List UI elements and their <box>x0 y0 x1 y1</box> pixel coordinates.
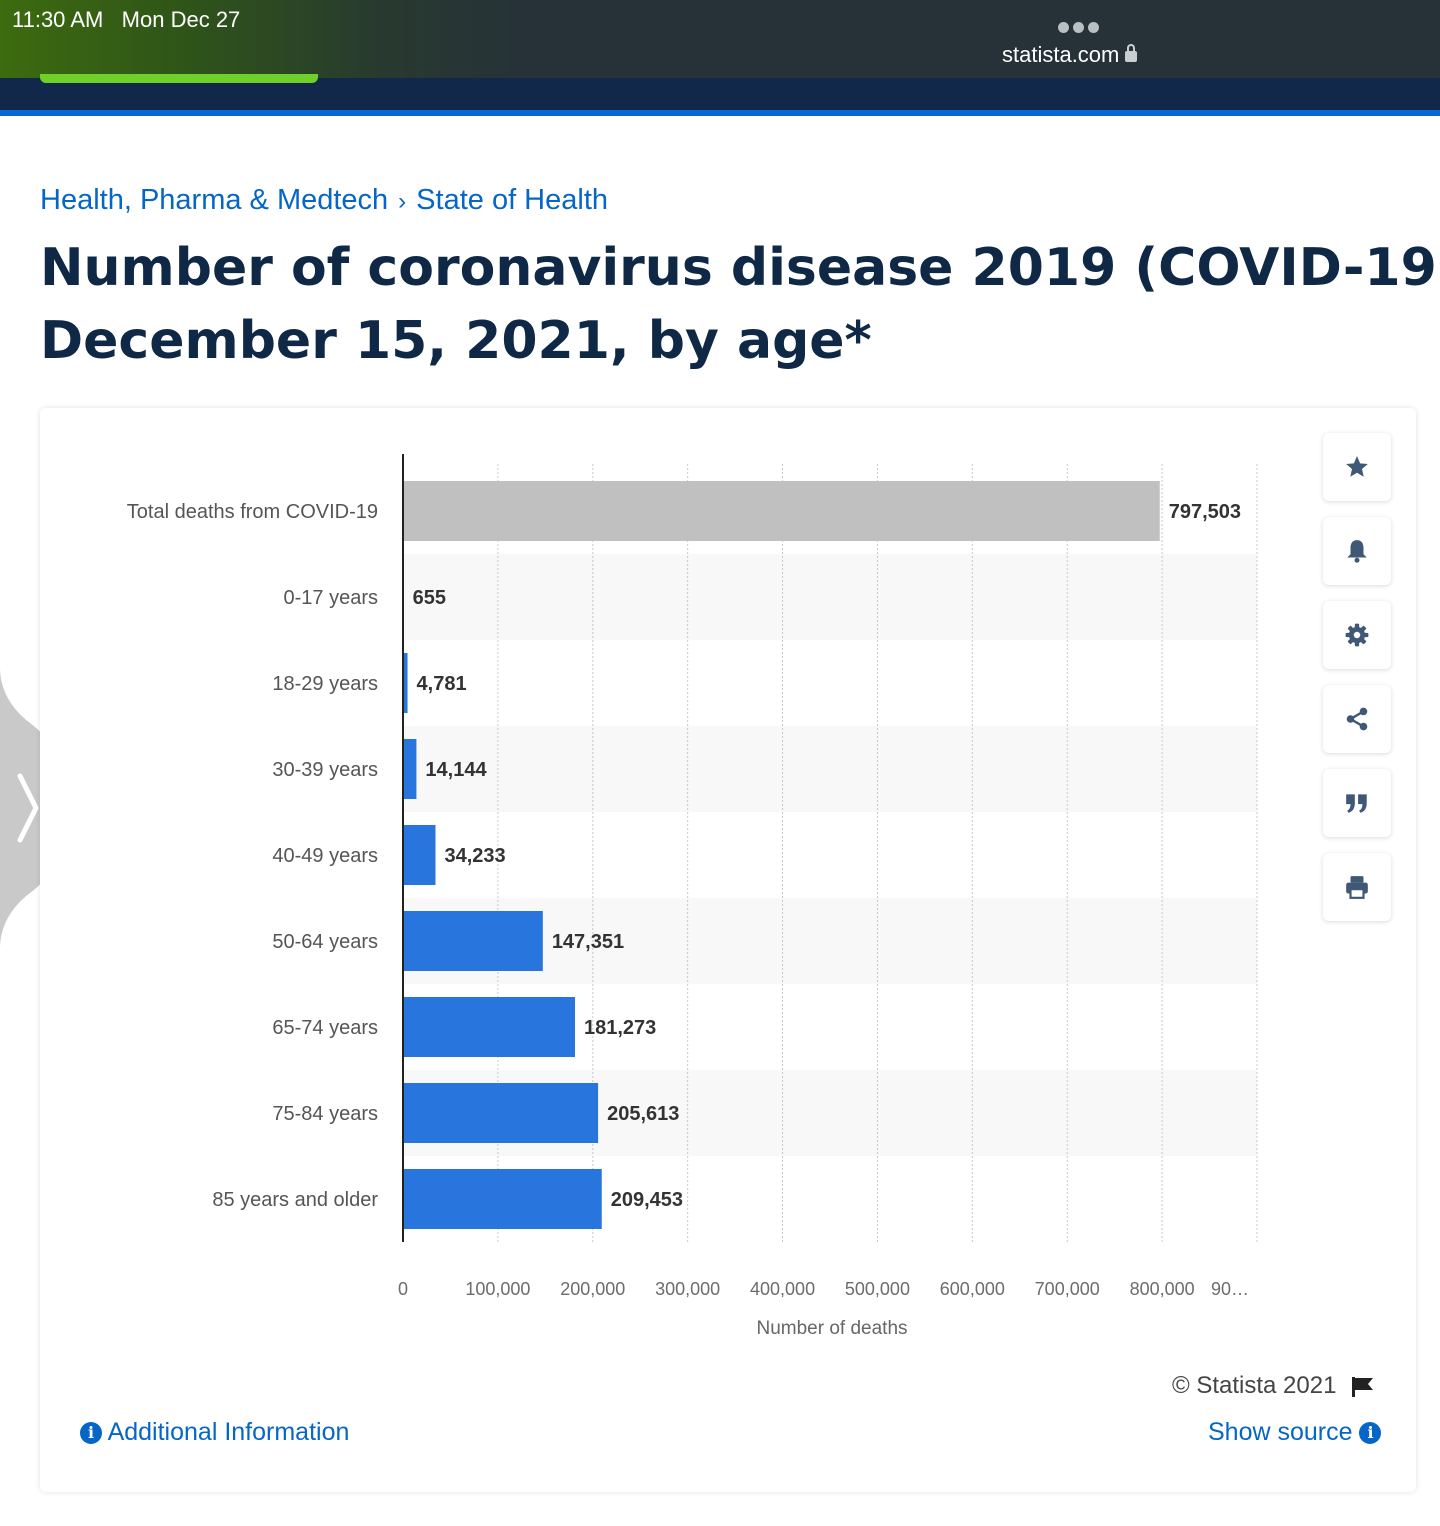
nav-divider <box>0 110 1440 116</box>
x-tick-label: 700,000 <box>1035 1279 1100 1299</box>
address-bar[interactable]: statista.com <box>1002 42 1138 68</box>
settings-button[interactable] <box>1323 601 1391 669</box>
page-title: Number of coronavirus disease 2019 (COVI… <box>40 232 1440 378</box>
bar[interactable] <box>403 997 576 1057</box>
bell-icon <box>1347 540 1367 563</box>
info-icon: i <box>80 1422 102 1444</box>
x-tick-label: 200,000 <box>560 1279 625 1299</box>
value-label: 147,351 <box>552 931 624 953</box>
row-band <box>403 898 1257 984</box>
quote-icon <box>1346 794 1367 813</box>
row-band <box>403 726 1257 812</box>
status-time: 11:30 AM Mon Dec 27 <box>12 7 241 32</box>
category-label: 40-49 years <box>272 845 378 867</box>
share-icon <box>1346 707 1368 731</box>
bar[interactable] <box>403 653 408 713</box>
breadcrumb-health-pharma[interactable]: Health, Pharma & Medtech <box>40 184 389 216</box>
nav-accent[interactable] <box>40 74 318 83</box>
x-tick-label: 0 <box>398 1279 408 1299</box>
category-label: Total deaths from COVID-19 <box>127 501 378 523</box>
flag-icon[interactable] <box>1351 1376 1375 1398</box>
favorite-button[interactable] <box>1323 433 1391 501</box>
info-icon: i <box>1359 1422 1382 1444</box>
value-label: 797,503 <box>1169 501 1241 523</box>
x-tick-label: 800,000 <box>1130 1279 1195 1299</box>
category-label: 18-29 years <box>272 673 378 695</box>
share-button[interactable] <box>1323 685 1391 753</box>
value-label: 4,781 <box>417 673 467 695</box>
lock-icon <box>1125 44 1138 62</box>
x-tick-label: 100,000 <box>465 1279 530 1299</box>
category-label: 65-74 years <box>272 1017 378 1039</box>
bar[interactable] <box>403 1083 599 1143</box>
bar-chart: Total deaths from COVID-19 797,503 0-17 ye… <box>127 454 1258 1339</box>
more-dots-icon[interactable] <box>1058 18 1104 33</box>
bar[interactable] <box>403 481 1160 541</box>
x-tick-label: 90… <box>1211 1279 1249 1299</box>
value-label: 14,144 <box>425 759 487 781</box>
x-tick-label: 400,000 <box>750 1279 815 1299</box>
x-tick-label: 500,000 <box>845 1279 910 1299</box>
x-tick-label: 600,000 <box>940 1279 1005 1299</box>
row-band <box>403 554 1257 640</box>
show-source-link[interactable]: Show source i <box>1208 1418 1382 1447</box>
additional-information-link[interactable]: i Additional Information <box>80 1418 349 1447</box>
page-title-line-1: Number of coronavirus disease 2019 (COVI… <box>40 238 1440 298</box>
value-label: 209,453 <box>611 1189 683 1211</box>
value-label: 34,233 <box>444 845 505 867</box>
category-label: 0-17 years <box>284 587 379 609</box>
bar[interactable] <box>403 825 436 885</box>
print-icon <box>1346 876 1368 899</box>
site-nav <box>0 78 1440 112</box>
value-label: 181,273 <box>584 1017 656 1039</box>
chevron-right-icon <box>17 773 39 843</box>
breadcrumb: Health, Pharma & Medtech › State of Health <box>40 184 608 217</box>
star-icon <box>1346 456 1368 477</box>
status-bar: 11:30 AM Mon Dec 27 statista.com <box>0 0 1440 78</box>
notification-button[interactable] <box>1323 517 1391 585</box>
cite-button[interactable] <box>1323 769 1391 837</box>
gear-icon <box>1345 623 1369 647</box>
chart-card: Total deaths from COVID-19 797,503 0-17 ye… <box>40 408 1416 1492</box>
category-label: 50-64 years <box>272 931 378 953</box>
copyright: © Statista 2021 <box>1172 1372 1375 1400</box>
url-text: statista.com <box>1002 42 1120 67</box>
value-label: 655 <box>413 587 446 609</box>
category-label: 75-84 years <box>272 1103 378 1125</box>
bar[interactable] <box>403 739 417 799</box>
breadcrumb-state-of-health[interactable]: State of Health <box>416 184 609 216</box>
bar[interactable] <box>403 1169 602 1229</box>
breadcrumb-separator: › <box>398 188 407 215</box>
page-title-line-2: December 15, 2021, by age* <box>40 311 872 371</box>
category-label: 30-39 years <box>272 759 378 781</box>
print-button[interactable] <box>1323 853 1391 921</box>
value-label: 205,613 <box>607 1103 679 1125</box>
category-label: 85 years and older <box>212 1189 378 1211</box>
x-tick-label: 300,000 <box>655 1279 720 1299</box>
x-axis-title: Number of deaths <box>756 1318 907 1339</box>
bar[interactable] <box>403 911 543 971</box>
